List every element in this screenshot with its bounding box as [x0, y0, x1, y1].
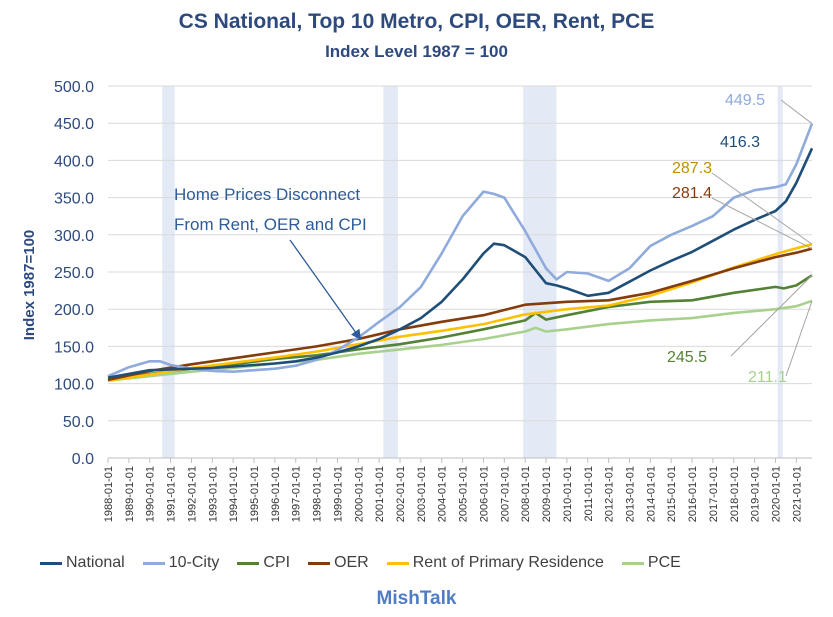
y-tick-label: 100.0 — [54, 377, 94, 394]
legend-label: Rent of Primary Residence — [412, 554, 604, 571]
end-label-leader — [711, 172, 813, 245]
x-tick-label: 2014-01-01 — [645, 466, 657, 522]
annotation-line2: From Rent, OER and CPI — [174, 215, 367, 234]
brand-watermark: MishTalk — [376, 588, 457, 609]
legend-swatch — [40, 561, 62, 565]
legend-label: OER — [334, 554, 369, 571]
legend-swatch — [621, 561, 644, 565]
end-label-leader — [730, 274, 813, 357]
x-tick-label: 2016-01-01 — [687, 466, 699, 522]
chart-subtitle: Index Level 1987 = 100 — [325, 42, 508, 61]
x-tick-label: 2020-01-01 — [770, 466, 782, 522]
legend-swatch — [237, 561, 260, 565]
x-tick-label: 2018-01-01 — [729, 466, 741, 522]
legend-label: CPI — [263, 554, 291, 571]
annotation-line1: Home Prices Disconnect — [174, 185, 360, 204]
x-tick-label: 1988-01-01 — [103, 466, 115, 522]
y-tick-label: 500.0 — [54, 79, 94, 96]
y-tick-label: 250.0 — [54, 265, 94, 282]
x-tick-label: 2009-01-01 — [541, 466, 553, 522]
x-tick-label: 1994-01-01 — [228, 466, 240, 522]
x-tick-label: 1995-01-01 — [249, 466, 261, 522]
x-tick-label: 2021-01-01 — [791, 466, 803, 522]
y-tick-label: 450.0 — [54, 116, 94, 133]
x-tick-label: 2017-01-01 — [708, 466, 720, 522]
x-tick-label: 2008-01-01 — [520, 466, 532, 522]
x-tick-label: 2000-01-01 — [353, 466, 365, 522]
x-tick-label: 2011-01-01 — [583, 466, 595, 521]
x-tick-label: 2015-01-01 — [666, 466, 678, 522]
x-tick-label: 2013-01-01 — [624, 466, 636, 522]
x-tick-label: 1992-01-01 — [186, 466, 198, 522]
y-axis-label: Index 1987=100 — [21, 230, 38, 341]
end-label-leader — [711, 197, 813, 250]
x-tick-label: 1996-01-01 — [270, 466, 282, 522]
x-tick-label: 2010-01-01 — [562, 466, 574, 522]
series-line-10-city — [107, 123, 814, 378]
x-tick-label: 1991-01-01 — [166, 466, 178, 522]
x-tick-label: 2012-01-01 — [604, 466, 616, 522]
series-line-oer — [107, 247, 813, 382]
legend-item-rent: Rent of Primary Residence — [386, 554, 604, 572]
end-label: 281.4 — [672, 185, 712, 202]
legend-item-oer: OER — [308, 554, 369, 572]
annotation-arrow — [289, 239, 362, 341]
x-tick-label: 1997-01-01 — [291, 466, 303, 522]
y-tick-label: 0.0 — [72, 451, 94, 468]
end-label: 245.5 — [667, 349, 707, 366]
x-tick-label: 2002-01-01 — [395, 466, 407, 522]
end-label-leader — [785, 300, 813, 377]
y-tick-label: 50.0 — [63, 414, 94, 431]
x-tick-label: 2001-01-01 — [374, 466, 386, 522]
x-tick-label: 1990-01-01 — [145, 466, 157, 522]
x-tick-label: 1989-01-01 — [124, 466, 136, 522]
legend-label: 10-City — [168, 554, 220, 571]
end-label: 287.3 — [672, 160, 712, 177]
x-tick-label: 2003-01-01 — [416, 466, 428, 522]
legend: National 10-City CPI OER Rent of Primary… — [40, 554, 681, 572]
x-tick-label: 2005-01-01 — [458, 466, 470, 522]
x-tick-label: 1998-01-01 — [312, 466, 324, 522]
legend-item-pce: PCE — [621, 554, 681, 572]
y-tick-label: 150.0 — [54, 339, 94, 356]
end-label: 449.5 — [725, 92, 765, 109]
x-tick-label: 2019-01-01 — [750, 466, 762, 522]
y-tick-label: 400.0 — [54, 153, 94, 170]
legend-swatch — [386, 561, 409, 565]
x-tick-label: 2006-01-01 — [478, 466, 490, 522]
legend-item-national: National — [40, 554, 125, 572]
series-line-cpi — [107, 274, 813, 382]
y-tick-label: 350.0 — [54, 191, 94, 208]
legend-label: National — [66, 554, 125, 571]
end-label: 211.1 — [748, 369, 787, 386]
x-tick-label: 2004-01-01 — [437, 466, 449, 522]
legend-swatch — [142, 561, 165, 565]
x-tick-label: 1993-01-01 — [207, 466, 219, 522]
legend-item-10-city: 10-City — [142, 554, 220, 572]
series-line-national — [107, 147, 814, 379]
end-label: 416.3 — [720, 134, 760, 151]
x-tick-label: 1999-01-01 — [332, 466, 344, 522]
end-label-leader — [780, 99, 813, 124]
legend-item-cpi: CPI — [237, 554, 290, 572]
legend-swatch — [308, 561, 331, 565]
y-tick-label: 200.0 — [54, 302, 94, 319]
x-tick-label: 2007-01-01 — [499, 466, 511, 522]
chart-title: CS National, Top 10 Metro, CPI, OER, Ren… — [178, 10, 655, 33]
y-tick-label: 300.0 — [54, 228, 94, 245]
legend-label: PCE — [647, 554, 681, 571]
